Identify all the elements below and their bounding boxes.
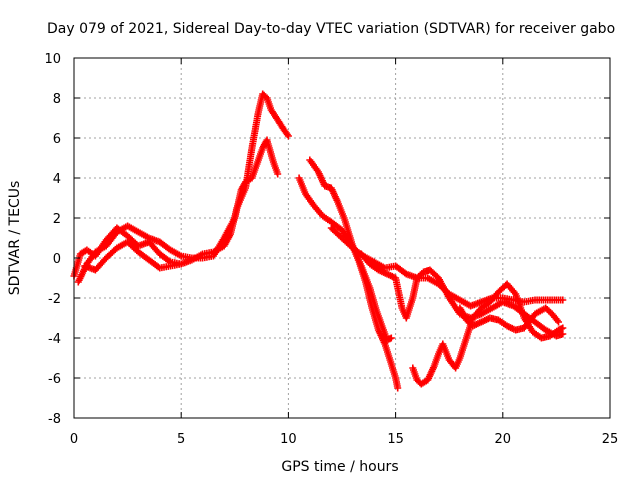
x-tick-label: 15 <box>387 432 404 447</box>
y-tick-label: -8 <box>48 412 61 427</box>
x-tick-label: 10 <box>280 432 297 447</box>
data-points <box>70 90 567 392</box>
x-tick-label: 25 <box>602 432 619 447</box>
data-point <box>559 330 567 338</box>
y-tick-label: 2 <box>53 212 61 227</box>
data-point <box>177 260 185 268</box>
y-tick-label: -2 <box>48 292 61 307</box>
axis-ticks <box>73 57 611 419</box>
series-track-c <box>81 238 185 274</box>
y-tick-label: 0 <box>53 252 61 267</box>
data-point <box>387 334 395 342</box>
x-tick-label: 5 <box>177 432 185 447</box>
y-tick-label: -6 <box>48 372 61 387</box>
y-tick-label: -4 <box>48 332 61 347</box>
data-point <box>274 170 282 178</box>
y-tick-label: 4 <box>53 172 61 187</box>
x-tick-labels: 0 5 10 15 20 25 <box>70 432 618 447</box>
x-tick-label: 0 <box>70 432 78 447</box>
x-axis-label: GPS time / hours <box>281 459 398 475</box>
series-track-e <box>295 174 395 344</box>
y-tick-labels: -8 -6 -4 -2 0 2 4 6 8 10 <box>44 52 61 427</box>
trace-marker <box>283 131 291 138</box>
data-point <box>559 324 567 332</box>
plot-frame <box>73 57 611 419</box>
chart-title: Day 079 of 2021, Sidereal Day-to-day VTE… <box>47 21 615 37</box>
y-tick-label: 6 <box>53 132 61 147</box>
series-track-i <box>456 304 562 334</box>
data-point <box>394 384 402 392</box>
y-tick-label: 10 <box>44 52 61 67</box>
data-point <box>284 132 292 140</box>
y-axis-label: SDTVAR / TECUs <box>7 181 23 296</box>
series-track-b <box>74 136 282 286</box>
data-point <box>555 318 562 326</box>
y-tick-label: 8 <box>53 92 61 107</box>
x-tick-label: 20 <box>495 432 512 447</box>
data-point <box>559 296 567 304</box>
